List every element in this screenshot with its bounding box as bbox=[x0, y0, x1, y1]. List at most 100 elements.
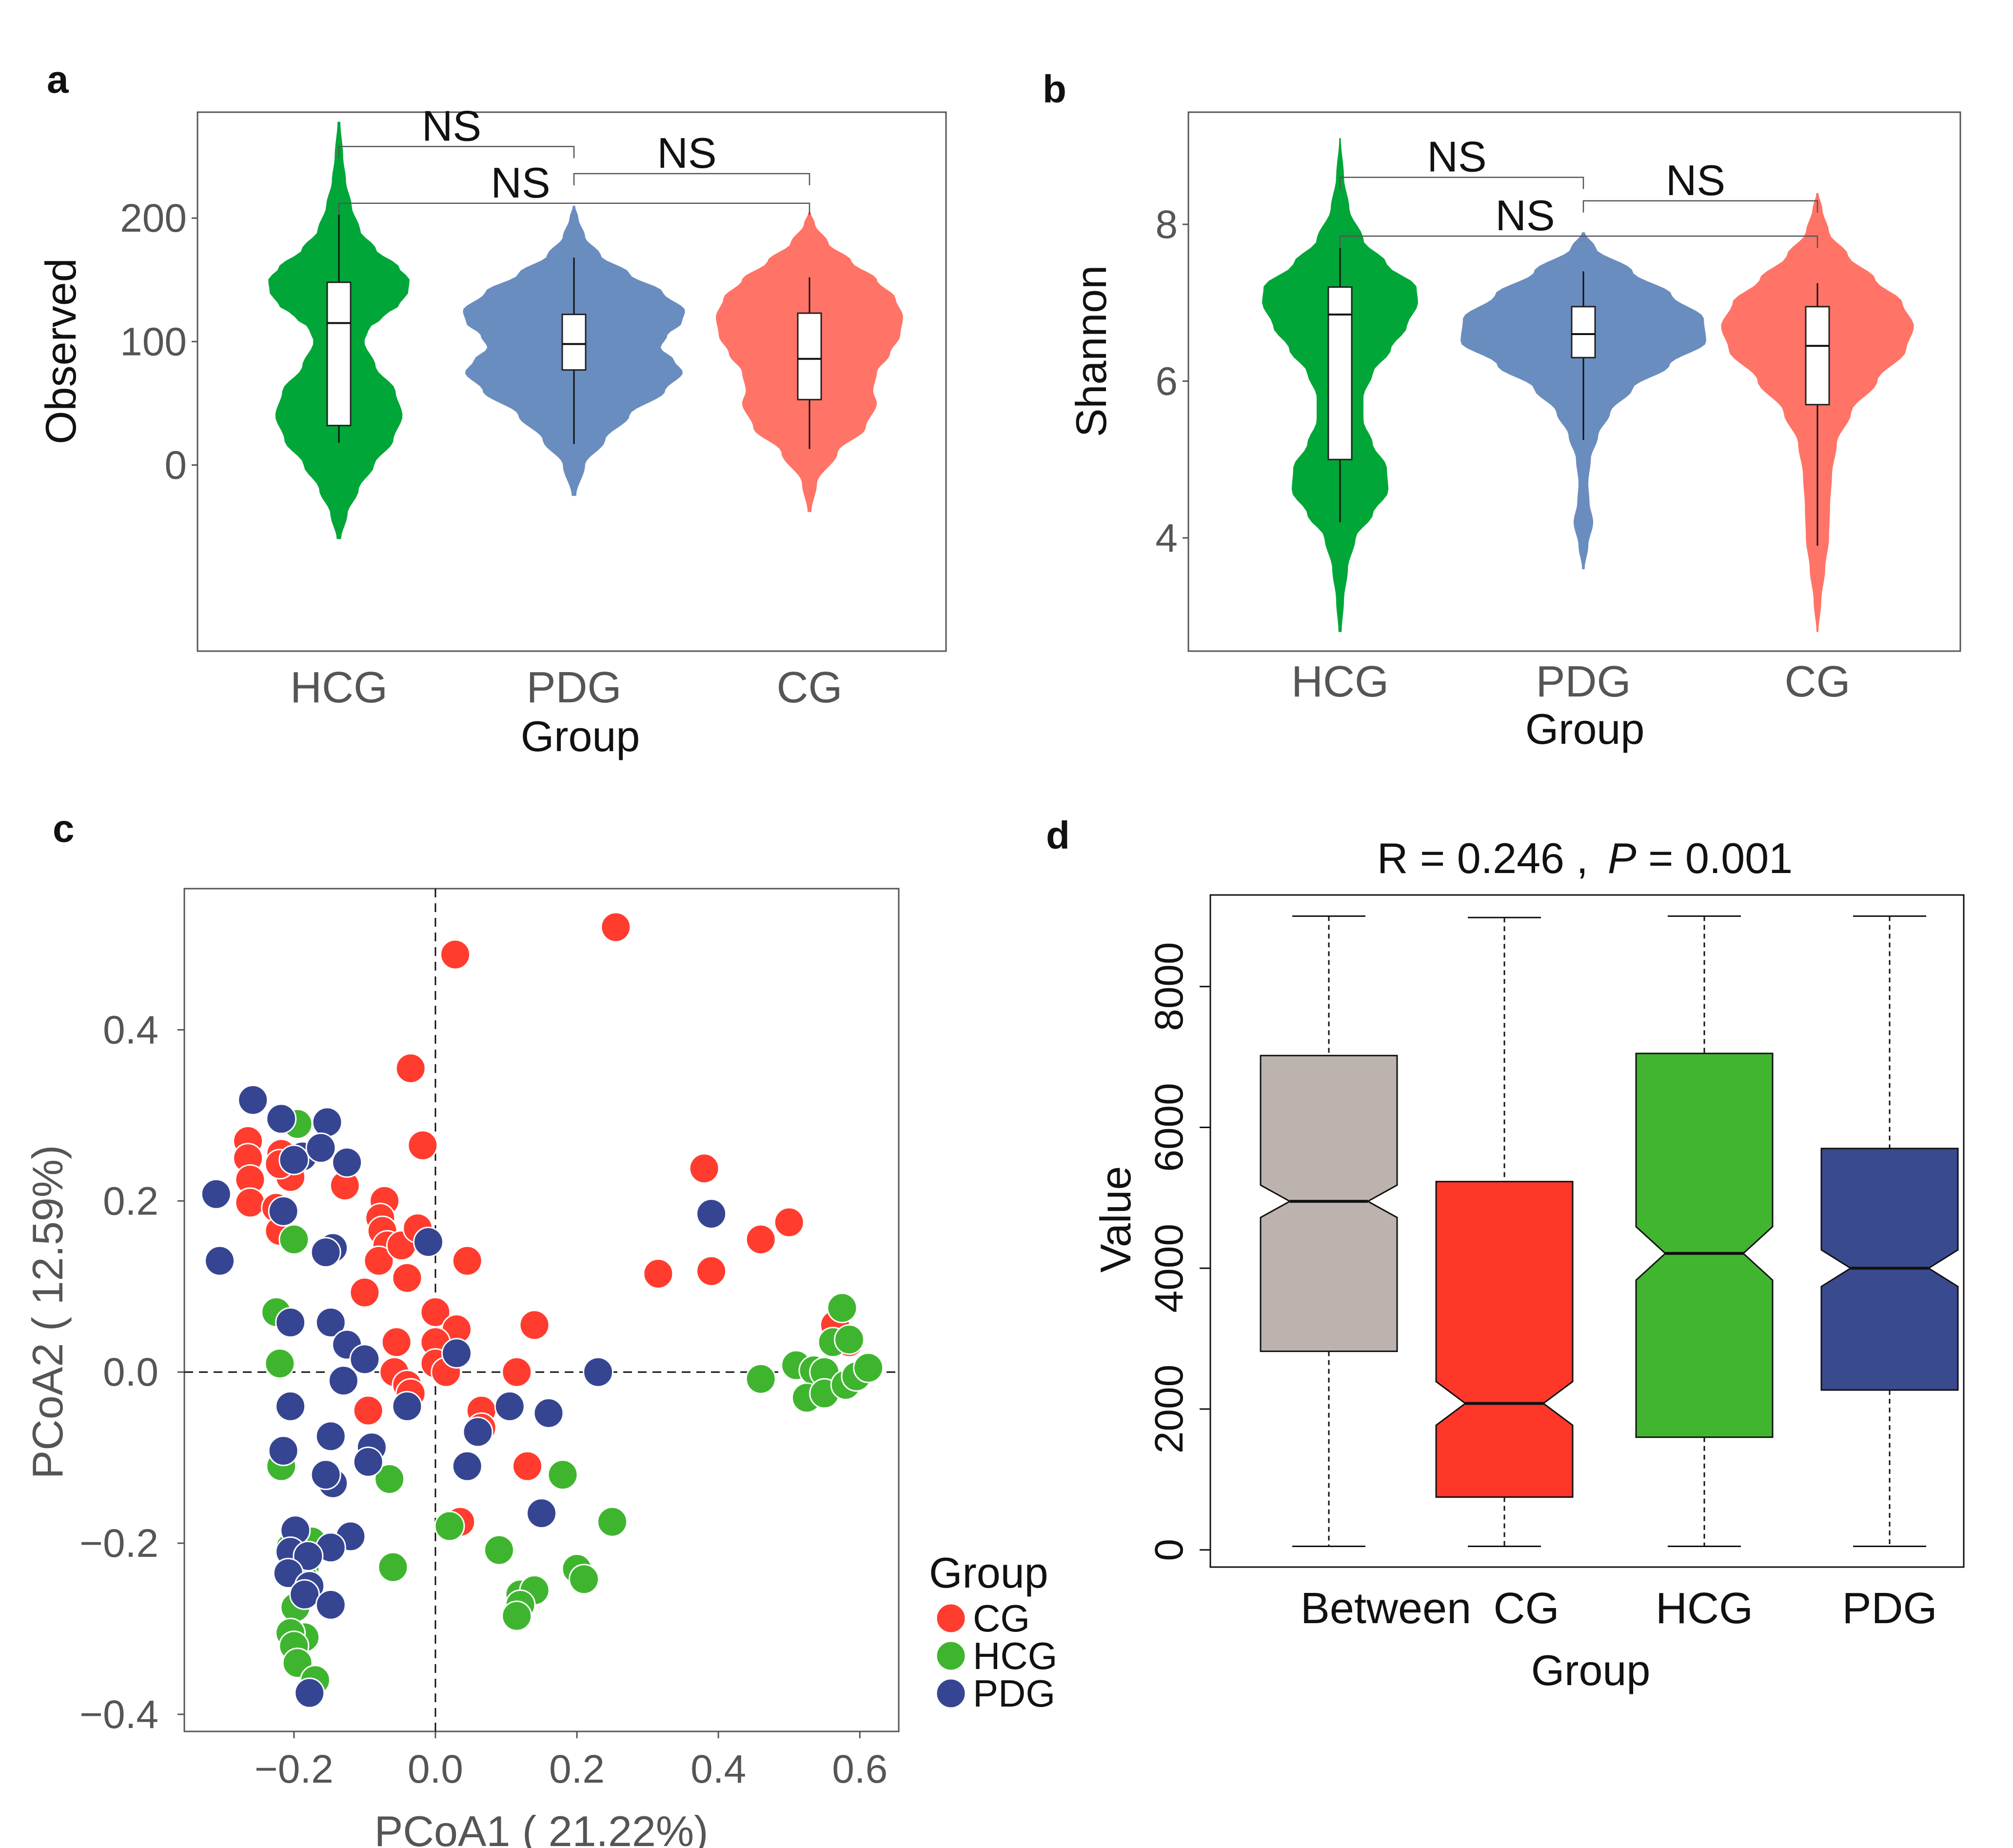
x-tick-label: 0.2 bbox=[549, 1747, 605, 1791]
point-pdg bbox=[441, 1338, 472, 1369]
panel-c-letter: c bbox=[53, 807, 75, 850]
legend-label-cg: CG bbox=[973, 1597, 1030, 1640]
panel-b-y-axis: 4 6 8 bbox=[1155, 202, 1188, 560]
panel-a-x-axis: HCG PDG CG bbox=[290, 663, 843, 712]
point-cg bbox=[745, 1224, 776, 1255]
point-hcg bbox=[377, 1551, 409, 1583]
point-hcg bbox=[833, 1324, 865, 1355]
panel-b-letter: b bbox=[1043, 67, 1066, 111]
significance-label: NS bbox=[1495, 191, 1555, 239]
legend-swatch-hcg bbox=[935, 1640, 967, 1671]
point-pdg bbox=[268, 1435, 299, 1467]
point-pdg bbox=[315, 1589, 346, 1620]
point-pdg bbox=[392, 1391, 423, 1422]
point-pdg bbox=[293, 1540, 324, 1571]
category-label-cg: CG bbox=[1785, 657, 1851, 706]
point-pdg bbox=[200, 1178, 232, 1210]
legend-swatch-pdg bbox=[935, 1678, 967, 1709]
y-tick-label: 0.2 bbox=[103, 1179, 158, 1223]
point-pdg bbox=[452, 1451, 483, 1482]
panel-d: d R = 0.246 , P = 0.001 0 2000 4000 6000 8000… bbox=[1046, 814, 1965, 1694]
point-pdg bbox=[526, 1498, 557, 1529]
box-pdg bbox=[1571, 306, 1596, 358]
legend-title: Group bbox=[929, 1549, 1048, 1597]
panel-c-xlabel: PCoA1 ( 21.22%) bbox=[375, 1807, 709, 1848]
y-tick-label: 200 bbox=[120, 196, 187, 240]
panel-c-reference-lines bbox=[184, 889, 899, 1731]
panel-c: c −0.2 0.0 0.2 0.4 0.6 −0.4 −0.2 0.0 0.2 0.4 PCoA… bbox=[23, 807, 1057, 1848]
point-pdg bbox=[533, 1397, 564, 1429]
point-pdg bbox=[312, 1107, 343, 1138]
panel-d-title: R = 0.246 , P = 0.001 bbox=[1377, 834, 1793, 882]
point-hcg bbox=[483, 1534, 514, 1566]
panel-b-violins bbox=[1262, 138, 1914, 632]
point-hcg bbox=[278, 1224, 310, 1255]
bracket-hcg-pdg bbox=[1339, 177, 1584, 189]
point-pdg bbox=[462, 1416, 493, 1448]
point-cg bbox=[349, 1277, 380, 1308]
point-cg bbox=[452, 1245, 483, 1276]
point-cg bbox=[643, 1258, 674, 1289]
significance-label: NS bbox=[491, 159, 550, 207]
y-tick-label: 6000 bbox=[1147, 1083, 1191, 1172]
notched-box-cg bbox=[1435, 1181, 1574, 1498]
box-hcg bbox=[1327, 286, 1353, 460]
title-r-prefix: R = bbox=[1377, 834, 1457, 882]
category-label-hcg: HCG bbox=[290, 663, 388, 712]
significance-label: NS bbox=[657, 129, 716, 177]
point-pdg bbox=[278, 1144, 310, 1175]
point-pdg bbox=[294, 1677, 325, 1709]
point-pdg bbox=[305, 1133, 336, 1164]
point-hcg bbox=[434, 1510, 465, 1542]
significance-label: NS bbox=[1666, 156, 1725, 204]
point-pdg bbox=[310, 1459, 341, 1490]
point-hcg bbox=[853, 1352, 884, 1383]
y-tick-label: 8000 bbox=[1147, 942, 1191, 1031]
box-hcg bbox=[326, 281, 352, 426]
y-tick-label: 0 bbox=[1147, 1539, 1191, 1561]
panel-c-axes: −0.2 0.0 0.2 0.4 0.6 −0.4 −0.2 0.0 0.2 0.4 bbox=[79, 1008, 888, 1791]
panel-c-points bbox=[200, 912, 884, 1709]
point-cg bbox=[395, 1053, 426, 1084]
point-cg bbox=[353, 1395, 384, 1426]
box-cg bbox=[797, 312, 822, 400]
point-pdg bbox=[494, 1391, 525, 1422]
panel-a-y-axis: 0 100 200 bbox=[120, 196, 197, 487]
point-pdg bbox=[275, 1307, 306, 1338]
title-p-symbol: P bbox=[1608, 834, 1637, 882]
point-hcg bbox=[597, 1506, 628, 1537]
y-tick-label: 4 bbox=[1155, 516, 1178, 560]
bracket-hcg-cg bbox=[338, 202, 810, 215]
point-pdg bbox=[275, 1391, 306, 1422]
panel-a-ylabel: Observed bbox=[37, 258, 85, 444]
panel-c-ylabel: PCoA2 ( 12.59%) bbox=[23, 1145, 72, 1479]
category-label-cg: CG bbox=[777, 663, 843, 712]
title-r-value: 0.246 bbox=[1457, 834, 1564, 882]
y-tick-label: 2000 bbox=[1147, 1365, 1191, 1453]
point-cg bbox=[235, 1187, 266, 1218]
point-pdg bbox=[332, 1147, 363, 1178]
point-pdg bbox=[696, 1198, 727, 1230]
y-tick-label: 0 bbox=[164, 443, 187, 487]
point-pdg bbox=[204, 1245, 236, 1276]
category-label-pdg: PDG bbox=[1536, 657, 1631, 706]
point-hcg bbox=[745, 1363, 776, 1394]
notched-box-between bbox=[1260, 1054, 1398, 1352]
legend-label-hcg: HCG bbox=[973, 1634, 1057, 1677]
bracket-pdg-cg bbox=[573, 173, 810, 186]
y-tick-label: 4000 bbox=[1147, 1224, 1191, 1312]
y-tick-label: 100 bbox=[120, 319, 187, 364]
point-pdg bbox=[349, 1344, 380, 1375]
point-hcg bbox=[569, 1564, 600, 1595]
point-cg bbox=[519, 1310, 550, 1341]
point-cg bbox=[501, 1356, 533, 1388]
point-hcg bbox=[827, 1292, 858, 1324]
title-separator: , bbox=[1564, 834, 1588, 882]
panel-a-xlabel: Group bbox=[521, 712, 640, 760]
notched-box-hcg bbox=[1635, 1053, 1774, 1438]
point-pdg bbox=[237, 1084, 269, 1115]
y-tick-label: 8 bbox=[1155, 202, 1178, 247]
